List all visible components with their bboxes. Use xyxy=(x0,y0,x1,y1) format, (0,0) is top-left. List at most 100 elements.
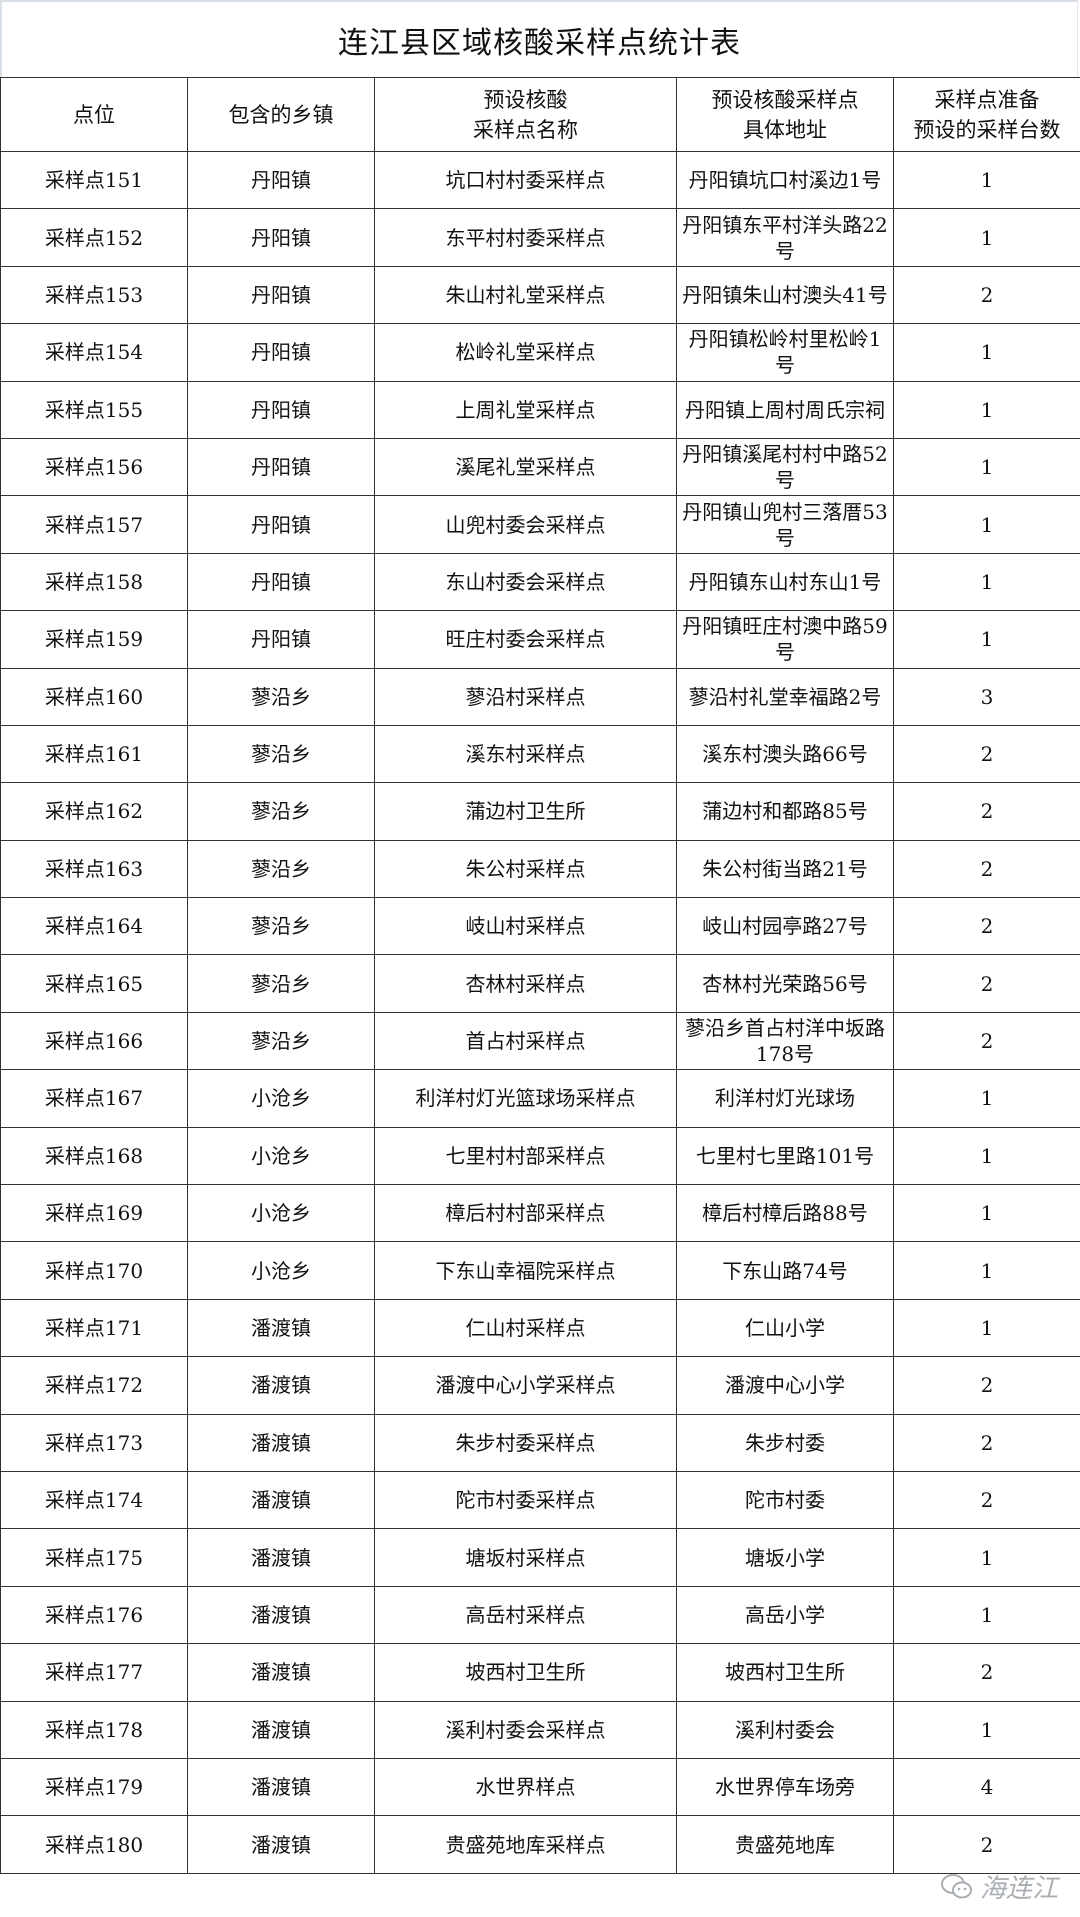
cell-site-name: 溪利村委会采样点 xyxy=(374,1700,677,1759)
cell-address: 贵盛苑地库 xyxy=(676,1815,894,1874)
cell-station-count: 1 xyxy=(893,1126,1080,1186)
column-header-site-name: 预设核酸 采样点名称 xyxy=(374,77,677,152)
cell-point: 采样点167 xyxy=(0,1069,188,1128)
cell-site-name: 樟后村村部采样点 xyxy=(374,1184,677,1243)
cell-point: 采样点155 xyxy=(0,380,188,439)
cell-site-name: 东山村委会采样点 xyxy=(374,552,677,612)
cell-point: 采样点151 xyxy=(0,150,188,210)
table-row: 采样点152 丹阳镇 东平村村委采样点 丹阳镇东平村洋头路22号 1 xyxy=(0,208,1080,267)
cell-point: 采样点154 xyxy=(0,323,188,382)
cell-address: 蓼沿乡首占村洋中坂路178号 xyxy=(676,1011,894,1071)
cell-point: 采样点170 xyxy=(0,1241,188,1300)
cell-township: 丹阳镇 xyxy=(187,323,375,382)
cell-station-count: 1 xyxy=(893,1700,1080,1759)
cell-point: 采样点169 xyxy=(0,1184,188,1243)
cell-address: 朱步村委 xyxy=(676,1413,894,1472)
table-row: 采样点162 蓼沿乡 蒲边村卫生所 蒲边村和都路85号 2 xyxy=(0,782,1080,841)
cell-station-count: 2 xyxy=(893,265,1080,325)
title-area: 连江县区域核酸采样点统计表 xyxy=(0,0,1078,77)
cell-site-name: 溪尾礼堂采样点 xyxy=(374,437,677,497)
cell-site-name: 溪东村采样点 xyxy=(374,724,677,784)
cell-township: 小沧乡 xyxy=(187,1069,375,1128)
cell-address: 塘坂小学 xyxy=(676,1528,894,1587)
cell-site-name: 朱山村礼堂采样点 xyxy=(374,265,677,325)
cell-township: 丹阳镇 xyxy=(187,495,375,554)
cell-point: 采样点152 xyxy=(0,208,188,267)
cell-station-count: 2 xyxy=(893,1815,1080,1874)
cell-site-name: 高岳村采样点 xyxy=(374,1585,677,1645)
cell-station-count: 1 xyxy=(893,1528,1080,1587)
cell-station-count: 1 xyxy=(893,1184,1080,1243)
cell-township: 潘渡镇 xyxy=(187,1757,375,1817)
column-header-township: 包含的乡镇 xyxy=(187,77,375,152)
table-row: 采样点178 潘渡镇 溪利村委会采样点 溪利村委会 1 xyxy=(0,1700,1080,1759)
cell-point: 采样点179 xyxy=(0,1757,188,1817)
cell-address: 丹阳镇朱山村澳头41号 xyxy=(676,265,894,325)
cell-site-name: 岐山村采样点 xyxy=(374,897,677,956)
cell-site-name: 山兜村委会采样点 xyxy=(374,495,677,554)
table-row: 采样点171 潘渡镇 仁山村采样点 仁山小学 1 xyxy=(0,1298,1080,1358)
cell-station-count: 1 xyxy=(893,1585,1080,1645)
cell-station-count: 1 xyxy=(893,208,1080,267)
cell-point: 采样点159 xyxy=(0,610,188,669)
column-header-point: 点位 xyxy=(0,77,188,152)
cell-site-name: 潘渡中心小学采样点 xyxy=(374,1356,677,1415)
cell-station-count: 2 xyxy=(893,1011,1080,1071)
cell-site-name: 上周礼堂采样点 xyxy=(374,380,677,439)
cell-address: 丹阳镇上周村周氏宗祠 xyxy=(676,380,894,439)
cell-township: 蓼沿乡 xyxy=(187,1011,375,1071)
cell-point: 采样点174 xyxy=(0,1470,188,1530)
cell-site-name: 坑口村村委采样点 xyxy=(374,150,677,210)
wechat-icon xyxy=(940,1873,972,1898)
cell-site-name: 松岭礼堂采样点 xyxy=(374,323,677,382)
cell-township: 小沧乡 xyxy=(187,1126,375,1186)
cell-site-name: 杏林村采样点 xyxy=(374,954,677,1013)
sampling-points-table: 点位 包含的乡镇 预设核酸 采样点名称 预设核酸采样点 具体地址 采样点准备 预设的采样… xyxy=(0,77,1080,1874)
cell-township: 丹阳镇 xyxy=(187,208,375,267)
cell-address: 陀市村委 xyxy=(676,1470,894,1530)
cell-site-name: 水世界样点 xyxy=(374,1757,677,1817)
cell-point: 采样点168 xyxy=(0,1126,188,1186)
cell-site-name: 朱公村采样点 xyxy=(374,839,677,899)
watermark: 海连江 xyxy=(940,1868,1058,1905)
table-row: 采样点176 潘渡镇 高岳村采样点 高岳小学 1 xyxy=(0,1585,1080,1645)
cell-township: 潘渡镇 xyxy=(187,1298,375,1358)
watermark-text: 海连江 xyxy=(979,1874,1058,1904)
cell-site-name: 塘坂村采样点 xyxy=(374,1528,677,1587)
cell-address: 蓼沿村礼堂幸福路2号 xyxy=(676,667,894,726)
cell-station-count: 2 xyxy=(893,839,1080,899)
cell-site-name: 首占村采样点 xyxy=(374,1011,677,1071)
cell-point: 采样点165 xyxy=(0,954,188,1013)
cell-township: 丹阳镇 xyxy=(187,380,375,439)
cell-township: 蓼沿乡 xyxy=(187,897,375,956)
cell-site-name: 坡西村卫生所 xyxy=(374,1643,677,1702)
cell-township: 潘渡镇 xyxy=(187,1413,375,1472)
table-row: 采样点169 小沧乡 樟后村村部采样点 樟后村樟后路88号 1 xyxy=(0,1184,1080,1243)
cell-township: 蓼沿乡 xyxy=(187,667,375,726)
table-row: 采样点173 潘渡镇 朱步村委采样点 朱步村委 2 xyxy=(0,1413,1080,1472)
cell-address: 丹阳镇松岭村里松岭1号 xyxy=(676,323,894,382)
cell-township: 潘渡镇 xyxy=(187,1700,375,1759)
cell-station-count: 1 xyxy=(893,380,1080,439)
cell-address: 丹阳镇山兜村三落厝53号 xyxy=(676,495,894,554)
cell-site-name: 利洋村灯光篮球场采样点 xyxy=(374,1069,677,1128)
table-header-row: 点位 包含的乡镇 预设核酸 采样点名称 预设核酸采样点 具体地址 采样点准备 预设的采样… xyxy=(0,77,1080,152)
cell-point: 采样点166 xyxy=(0,1011,188,1071)
cell-address: 朱公村街当路21号 xyxy=(676,839,894,899)
table-row: 采样点168 小沧乡 七里村村部采样点 七里村七里路101号 1 xyxy=(0,1126,1080,1186)
cell-station-count: 2 xyxy=(893,1470,1080,1530)
cell-township: 丹阳镇 xyxy=(187,437,375,497)
cell-point: 采样点175 xyxy=(0,1528,188,1587)
cell-site-name: 仁山村采样点 xyxy=(374,1298,677,1358)
cell-station-count: 1 xyxy=(893,495,1080,554)
cell-address: 溪利村委会 xyxy=(676,1700,894,1759)
cell-station-count: 2 xyxy=(893,724,1080,784)
cell-site-name: 蒲边村卫生所 xyxy=(374,782,677,841)
cell-township: 蓼沿乡 xyxy=(187,954,375,1013)
cell-address: 坡西村卫生所 xyxy=(676,1643,894,1702)
cell-address: 利洋村灯光球场 xyxy=(676,1069,894,1128)
cell-address: 水世界停车场旁 xyxy=(676,1757,894,1817)
cell-point: 采样点171 xyxy=(0,1298,188,1358)
table-row: 采样点167 小沧乡 利洋村灯光篮球场采样点 利洋村灯光球场 1 xyxy=(0,1069,1080,1128)
column-header-station-count: 采样点准备 预设的采样台数 xyxy=(893,77,1080,152)
